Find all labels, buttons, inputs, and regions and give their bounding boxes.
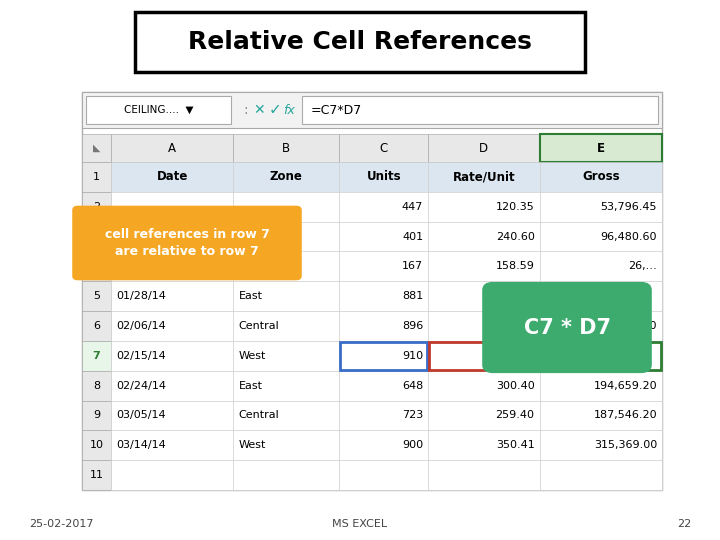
Text: 648: 648 bbox=[402, 381, 423, 390]
Text: Central: Central bbox=[238, 410, 279, 421]
Text: 158.59: 158.59 bbox=[495, 261, 534, 272]
Text: 359.50: 359.50 bbox=[496, 291, 534, 301]
Text: D7: D7 bbox=[574, 351, 589, 361]
Text: Date: Date bbox=[156, 171, 188, 184]
Text: cell references in row 7
are relative to row 7: cell references in row 7 are relative to… bbox=[104, 228, 269, 258]
Text: :: : bbox=[243, 103, 248, 117]
Text: 910: 910 bbox=[402, 351, 423, 361]
Text: C: C bbox=[379, 141, 388, 154]
Text: E: E bbox=[597, 141, 605, 154]
Text: 300.40: 300.40 bbox=[496, 381, 534, 390]
Text: =: = bbox=[544, 351, 553, 361]
Text: 723: 723 bbox=[402, 410, 423, 421]
Text: 26,…: 26,… bbox=[629, 261, 657, 272]
Text: 02/15/14: 02/15/14 bbox=[116, 351, 166, 361]
Text: 120.35: 120.35 bbox=[496, 202, 534, 212]
Text: 259.40: 259.40 bbox=[495, 410, 534, 421]
Text: =C7*D7: =C7*D7 bbox=[310, 104, 361, 117]
Text: D: D bbox=[480, 141, 488, 154]
Text: East: East bbox=[238, 291, 262, 301]
Text: ◣: ◣ bbox=[93, 143, 100, 153]
Text: Gross: Gross bbox=[582, 171, 620, 184]
Text: 4: 4 bbox=[93, 261, 100, 272]
Text: 167: 167 bbox=[402, 261, 423, 272]
Text: 420.45: 420.45 bbox=[495, 321, 534, 331]
Text: 376,….20: 376,….20 bbox=[603, 321, 657, 331]
Text: Zone: Zone bbox=[270, 171, 302, 184]
Text: 240.60: 240.60 bbox=[495, 232, 534, 241]
Text: 7: 7 bbox=[93, 351, 100, 361]
Text: 96,480.60: 96,480.60 bbox=[600, 232, 657, 241]
Text: 881: 881 bbox=[402, 291, 423, 301]
Text: 01/28/14: 01/28/14 bbox=[116, 291, 166, 301]
Text: 11: 11 bbox=[89, 470, 104, 480]
Text: C7 * D7: C7 * D7 bbox=[523, 318, 611, 338]
Text: 896: 896 bbox=[402, 321, 423, 331]
Text: Units: Units bbox=[366, 171, 401, 184]
Text: ✓: ✓ bbox=[269, 103, 282, 118]
Text: West: West bbox=[238, 440, 266, 450]
Text: 01/19/14: 01/19/14 bbox=[116, 261, 166, 272]
Text: 8: 8 bbox=[93, 381, 100, 390]
Text: 9: 9 bbox=[93, 410, 100, 421]
Text: 350.41: 350.41 bbox=[496, 440, 534, 450]
Text: 53,796.45: 53,796.45 bbox=[600, 202, 657, 212]
Text: 250.60: 250.60 bbox=[496, 351, 534, 361]
Text: *: * bbox=[565, 351, 571, 361]
Text: C7: C7 bbox=[552, 351, 567, 361]
Text: 03/05/14: 03/05/14 bbox=[116, 410, 166, 421]
Text: 5: 5 bbox=[93, 291, 100, 301]
Text: 900: 900 bbox=[402, 440, 423, 450]
Text: 2: 2 bbox=[93, 202, 100, 212]
Text: A: A bbox=[168, 141, 176, 154]
Text: East: East bbox=[238, 381, 262, 390]
Text: fx: fx bbox=[284, 104, 295, 117]
Text: 3: 3 bbox=[93, 232, 100, 241]
Text: CEILING....  ▼: CEILING.... ▼ bbox=[124, 105, 194, 115]
Text: 6: 6 bbox=[93, 321, 100, 331]
Text: 1: 1 bbox=[93, 172, 100, 182]
Text: 401: 401 bbox=[402, 232, 423, 241]
Text: 25-02-2017: 25-02-2017 bbox=[29, 519, 94, 529]
Text: ✕: ✕ bbox=[253, 103, 265, 117]
Text: B: B bbox=[282, 141, 290, 154]
Text: 447: 447 bbox=[402, 202, 423, 212]
Text: 187,546.20: 187,546.20 bbox=[593, 410, 657, 421]
Text: West: West bbox=[238, 261, 266, 272]
Text: 10: 10 bbox=[89, 440, 104, 450]
Text: West: West bbox=[238, 351, 266, 361]
Text: Central: Central bbox=[238, 321, 279, 331]
Text: MS EXCEL: MS EXCEL bbox=[333, 519, 387, 529]
Text: 02/24/14: 02/24/14 bbox=[116, 381, 166, 390]
Text: Rate/Unit: Rate/Unit bbox=[453, 171, 516, 184]
Text: 315,369.00: 315,369.00 bbox=[594, 440, 657, 450]
Text: 194,659.20: 194,659.20 bbox=[593, 381, 657, 390]
Text: 03/14/14: 03/14/14 bbox=[116, 440, 166, 450]
Text: 02/06/14: 02/06/14 bbox=[116, 321, 166, 331]
Text: Relative Cell References: Relative Cell References bbox=[188, 30, 532, 54]
Text: 22: 22 bbox=[677, 519, 691, 529]
